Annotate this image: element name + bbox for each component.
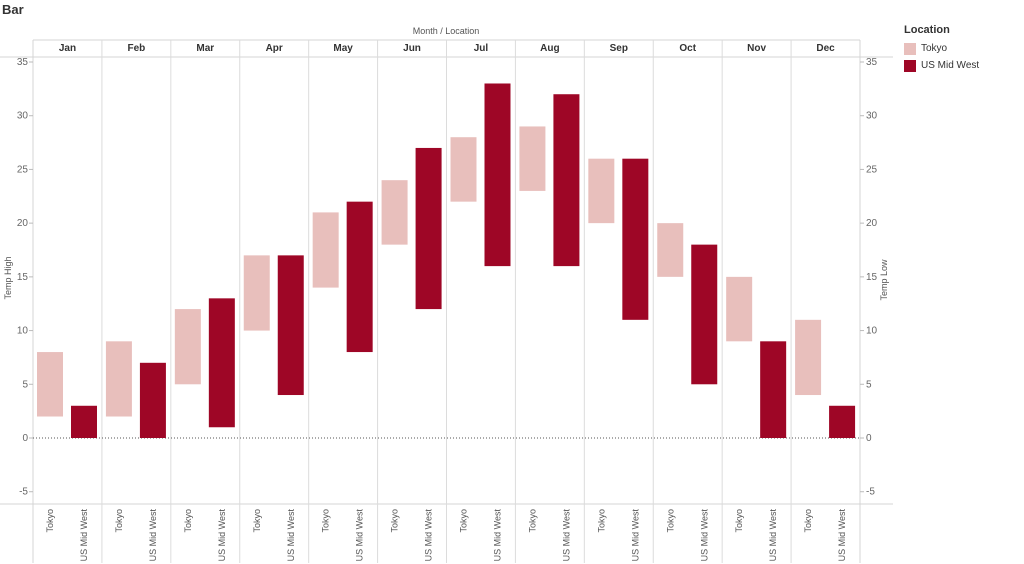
bar-tokyo-aug[interactable] bbox=[519, 126, 546, 191]
month-header-label: Jun bbox=[403, 43, 421, 54]
location-axis-label: US Mid West bbox=[699, 509, 709, 562]
bar-tokyo-feb[interactable] bbox=[105, 341, 132, 417]
bar-tokyo-apr[interactable] bbox=[243, 255, 270, 331]
y-tick-label-left: 15 bbox=[17, 272, 29, 283]
location-axis-label: US Mid West bbox=[493, 509, 503, 562]
y-tick-label-right: 20 bbox=[866, 218, 878, 229]
bar-us-mid-west-jun[interactable] bbox=[415, 147, 442, 310]
bar-us-mid-west-jul[interactable] bbox=[484, 83, 511, 267]
location-axis-label: Tokyo bbox=[596, 509, 606, 533]
bar-tokyo-jul[interactable] bbox=[450, 137, 477, 202]
bar-us-mid-west-may[interactable] bbox=[346, 201, 373, 353]
month-header-label: Dec bbox=[816, 43, 835, 54]
location-axis-label: Tokyo bbox=[114, 509, 124, 533]
bar-tokyo-dec[interactable] bbox=[795, 319, 822, 396]
y-tick-label-left: 25 bbox=[17, 164, 29, 175]
page-title: Bar bbox=[2, 2, 24, 17]
chart-marks bbox=[37, 83, 856, 438]
bar-tokyo-mar[interactable] bbox=[174, 309, 201, 385]
bar-tokyo-nov[interactable] bbox=[726, 276, 753, 342]
location-axis-label: US Mid West bbox=[355, 509, 365, 562]
y-tick-label-left: 35 bbox=[17, 57, 29, 68]
location-axis-label: US Mid West bbox=[768, 509, 778, 562]
y-tick-label-left: -5 bbox=[19, 487, 28, 498]
month-header-label: Apr bbox=[266, 43, 283, 54]
location-axis-label: Tokyo bbox=[45, 509, 55, 533]
y-tick-label-right: 5 bbox=[866, 379, 872, 390]
y-tick-label-left: 20 bbox=[17, 218, 29, 229]
y-tick-label-left: 10 bbox=[17, 326, 29, 337]
y-tick-label-right: 0 bbox=[866, 433, 872, 444]
location-axis-label: US Mid West bbox=[837, 509, 847, 562]
location-axis-label: Tokyo bbox=[321, 509, 331, 533]
location-axis-label: Tokyo bbox=[734, 509, 744, 533]
bar-us-mid-west-feb[interactable] bbox=[139, 362, 166, 438]
column-header-title: Month / Location bbox=[413, 26, 480, 36]
bar-us-mid-west-aug[interactable] bbox=[553, 94, 580, 267]
legend-item-tokyo[interactable]: Tokyo bbox=[904, 40, 979, 57]
legend-label-tokyo: Tokyo bbox=[921, 43, 948, 54]
bar-us-mid-west-dec[interactable] bbox=[829, 405, 856, 438]
bar-tokyo-jun[interactable] bbox=[381, 180, 408, 245]
bar-us-mid-west-mar[interactable] bbox=[208, 298, 235, 428]
location-axis-label: US Mid West bbox=[148, 509, 158, 562]
bar-tokyo-oct[interactable] bbox=[657, 223, 684, 277]
location-axis-label: US Mid West bbox=[561, 509, 571, 562]
bar-tokyo-may[interactable] bbox=[312, 212, 339, 288]
month-header-label: May bbox=[333, 43, 353, 54]
location-axis-label: Tokyo bbox=[527, 509, 537, 533]
y-tick-label-right: 30 bbox=[866, 111, 878, 122]
location-axis-label: Tokyo bbox=[459, 509, 469, 533]
y-tick-label-right: 35 bbox=[866, 57, 878, 68]
y-tick-label-left: 30 bbox=[17, 111, 29, 122]
location-axis-label: Tokyo bbox=[252, 509, 262, 533]
bar-tokyo-jan[interactable] bbox=[37, 352, 63, 417]
location-axis-label: US Mid West bbox=[79, 509, 89, 562]
bar-us-mid-west-jan[interactable] bbox=[71, 405, 97, 438]
location-axis-label: Tokyo bbox=[183, 509, 193, 533]
legend-swatch-tokyo bbox=[904, 42, 916, 55]
month-header-label: Aug bbox=[540, 43, 559, 54]
location-axis-label: Tokyo bbox=[803, 509, 813, 533]
month-header-label: Jan bbox=[59, 43, 76, 54]
y-tick-label-right: 15 bbox=[866, 272, 878, 283]
chart-frame: -5 -5 0 0 5 5 10 10 15 15 20 20 25 25 30 30 35 35 Jan Tokyo… bbox=[0, 39, 893, 563]
bar-us-mid-west-oct[interactable] bbox=[691, 244, 718, 385]
location-axis-label: US Mid West bbox=[286, 509, 296, 562]
location-axis-label: Tokyo bbox=[390, 509, 400, 533]
location-axis-label: US Mid West bbox=[217, 509, 227, 562]
bar-tokyo-sep[interactable] bbox=[588, 158, 615, 224]
bar-us-mid-west-nov[interactable] bbox=[760, 341, 787, 438]
location-axis-label: Tokyo bbox=[665, 509, 675, 533]
location-axis-label: US Mid West bbox=[630, 509, 640, 562]
y-axis-label-right: Temp Low bbox=[879, 259, 889, 301]
legend-title: Location bbox=[904, 24, 950, 36]
legend-swatch-us-mid-west bbox=[904, 59, 916, 72]
month-header-label: Nov bbox=[747, 43, 766, 54]
y-tick-label-right: 25 bbox=[866, 164, 878, 175]
location-axis-label: US Mid West bbox=[424, 509, 434, 562]
legend: Location Tokyo US Mid West bbox=[904, 24, 979, 74]
chart-area: -5 -5 0 0 5 5 10 10 15 15 20 20 25 25 30 30 35 35 Jan Tokyo… bbox=[0, 26, 893, 563]
y-tick-label-right: 10 bbox=[866, 326, 878, 337]
month-header-label: Sep bbox=[610, 43, 628, 54]
y-tick-label-left: 0 bbox=[22, 433, 28, 444]
y-tick-label-left: 5 bbox=[22, 379, 28, 390]
legend-item-us-mid-west[interactable]: US Mid West bbox=[904, 57, 979, 74]
y-axis-label-left: Temp High bbox=[3, 256, 13, 299]
bar-us-mid-west-sep[interactable] bbox=[622, 158, 649, 320]
month-header-label: Oct bbox=[679, 43, 696, 54]
month-header-label: Jul bbox=[474, 43, 489, 54]
bar-us-mid-west-apr[interactable] bbox=[277, 255, 304, 396]
y-tick-label-right: -5 bbox=[866, 487, 875, 498]
month-header-label: Feb bbox=[127, 43, 145, 54]
month-header-label: Mar bbox=[196, 43, 214, 54]
legend-label-us-mid-west: US Mid West bbox=[921, 60, 980, 71]
